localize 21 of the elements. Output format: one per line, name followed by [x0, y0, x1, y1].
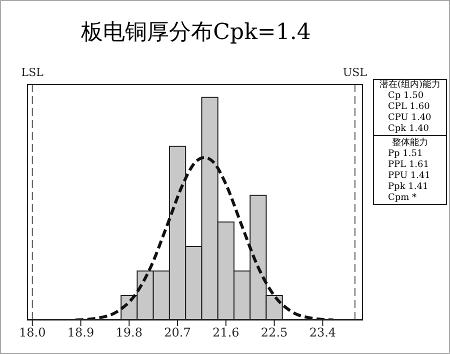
x-tick-label: 23.4: [309, 326, 336, 340]
chart-title: 板电铜厚分布Cpk=1.4: [80, 19, 312, 47]
text: CPU 1.40: [387, 113, 432, 124]
x-tick-label: 21.6: [212, 326, 240, 340]
ref-line-label: LSL: [21, 66, 44, 79]
text: Ppk 1.41: [387, 182, 430, 193]
text: Pp 1.51: [387, 149, 424, 160]
ref-line-label: USL: [342, 66, 368, 79]
x-tick-label: 20.7: [164, 326, 191, 340]
x-tick-label: 19.8: [116, 326, 143, 340]
text: Cpk 1.40: [387, 124, 430, 135]
text: Cpm *: [387, 193, 418, 204]
x-tick-label: 22.5: [260, 326, 288, 340]
text: PPU 1.41: [387, 171, 432, 182]
text: PPL 1.61: [387, 160, 430, 171]
text: CPL 1.60: [387, 102, 431, 113]
text: 潜在(组内)能力: [378, 80, 442, 91]
x-tick-label: 18.0: [19, 326, 46, 340]
x-tick-label: 18.9: [67, 326, 94, 340]
text: 整体能力: [374, 135, 446, 149]
text: Cp 1.50: [387, 91, 425, 102]
